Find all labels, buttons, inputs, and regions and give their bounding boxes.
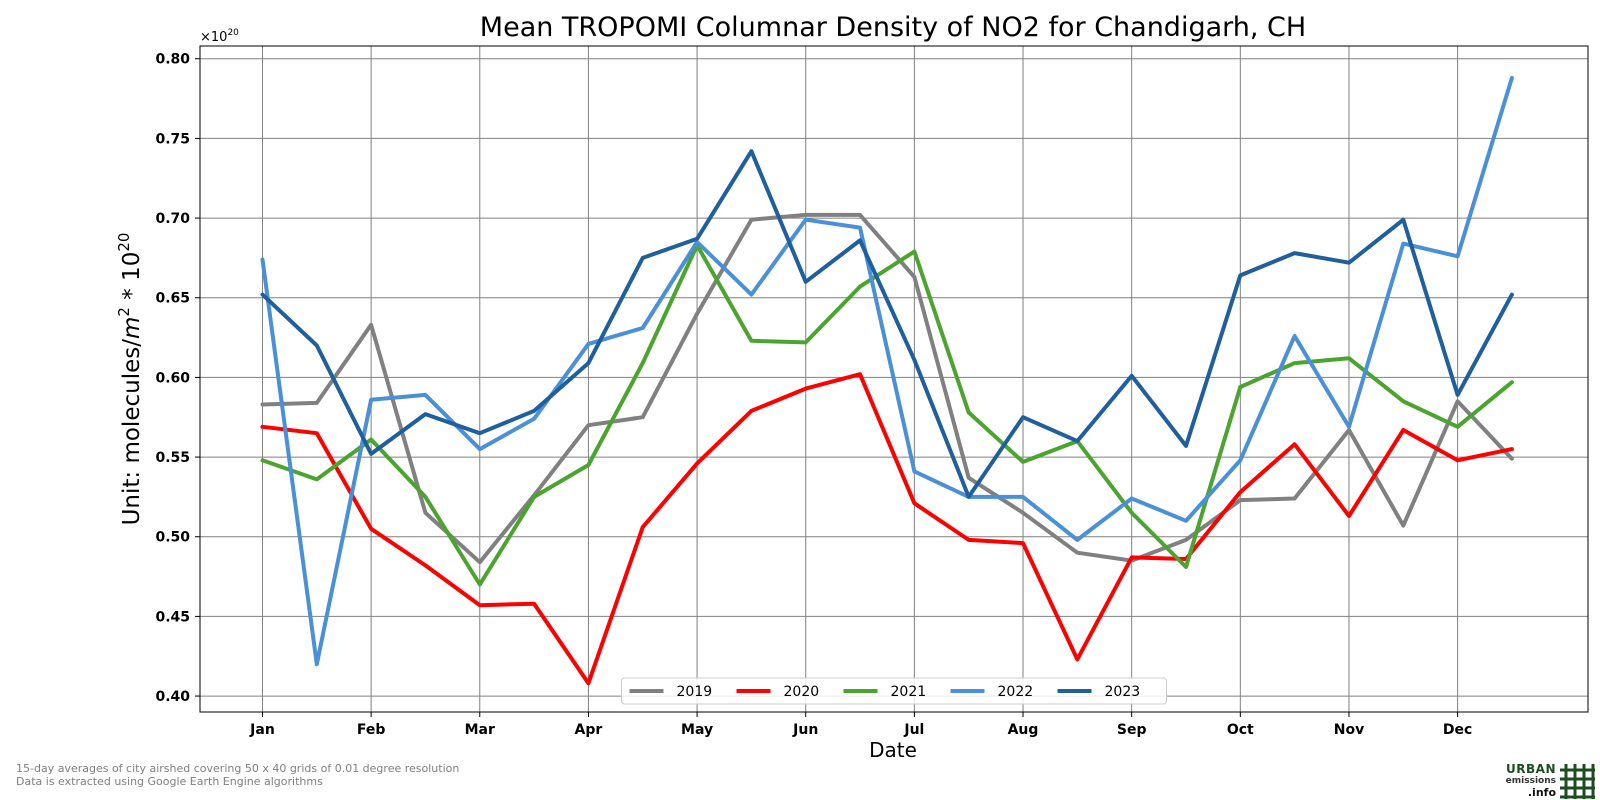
legend-label-2019: 2019 <box>677 684 713 700</box>
series-lines <box>260 75 1514 686</box>
y-tick-label: 0.60 <box>155 370 190 386</box>
legend-label-2023: 2023 <box>1105 684 1141 700</box>
x-tick-label: Jan <box>249 722 275 738</box>
y-tick-label: 0.40 <box>155 689 190 705</box>
legend-box <box>621 677 1167 705</box>
x-ticks: Jan Feb Mar Apr May Jun Jul Aug Sep Oct Nov Dec <box>249 712 1472 738</box>
x-tick-label: Oct <box>1227 722 1254 738</box>
x-tick-label: Jun <box>792 722 818 738</box>
y-tick-label: 0.65 <box>155 291 190 307</box>
series-line-2020 <box>260 372 1514 686</box>
legend-label-2022: 2022 <box>998 684 1034 700</box>
series-line-2021 <box>260 243 1514 587</box>
x-tick-label: Jul <box>903 722 924 738</box>
logo-word-emissions: emissions <box>1505 776 1556 786</box>
x-tick-label: Sep <box>1117 722 1147 738</box>
y-tick-label: 0.70 <box>155 211 190 227</box>
x-tick-label: Dec <box>1443 722 1472 738</box>
plot-frame <box>199 45 1589 713</box>
footnote-line-2: Data is extracted using Google Earth Eng… <box>16 775 323 788</box>
x-tick-label: May <box>681 722 713 738</box>
y-tick-label: 0.45 <box>155 609 190 625</box>
logo-word-info: .info <box>1527 786 1556 799</box>
x-axis-label: Date <box>869 738 917 762</box>
x-tick-label: Mar <box>465 722 495 738</box>
y-tick-label: 0.75 <box>155 131 190 147</box>
y-axis-label: Unit: molecules/m2 * 1020 <box>115 233 145 526</box>
y-offset-exponent: 20 <box>227 28 239 38</box>
logo-word-urban: URBAN <box>1506 762 1556 776</box>
y-tick-label: 0.55 <box>155 450 190 466</box>
x-tick-label: Nov <box>1334 722 1364 738</box>
x-tick-label: Aug <box>1008 722 1039 738</box>
chart-title: Mean TROPOMI Columnar Density of NO2 for… <box>480 12 1306 43</box>
series-line-2019 <box>260 212 1514 565</box>
x-tick-label: Apr <box>575 722 603 738</box>
logo-grid-icon <box>1560 764 1595 799</box>
x-tick-label: Feb <box>357 722 386 738</box>
y-tick-label: 0.80 <box>155 52 190 68</box>
series-line-2023 <box>260 149 1514 499</box>
series-line-2022 <box>260 75 1514 667</box>
legend-label-2021: 2021 <box>891 684 927 700</box>
legend: 2019 2020 2021 2022 2023 <box>621 677 1167 705</box>
y-offset-text: ×1020 <box>200 28 239 45</box>
urban-emissions-logo: URBAN emissions .info <box>1498 762 1598 800</box>
legend-label-2020: 2020 <box>784 684 820 700</box>
y-ticks: 0.40 0.45 0.50 0.55 0.60 0.65 0.70 0.75 0.80 <box>155 52 200 705</box>
footnote-line-1: 15-day averages of city airshed covering… <box>16 762 460 775</box>
y-tick-label: 0.50 <box>155 530 190 546</box>
